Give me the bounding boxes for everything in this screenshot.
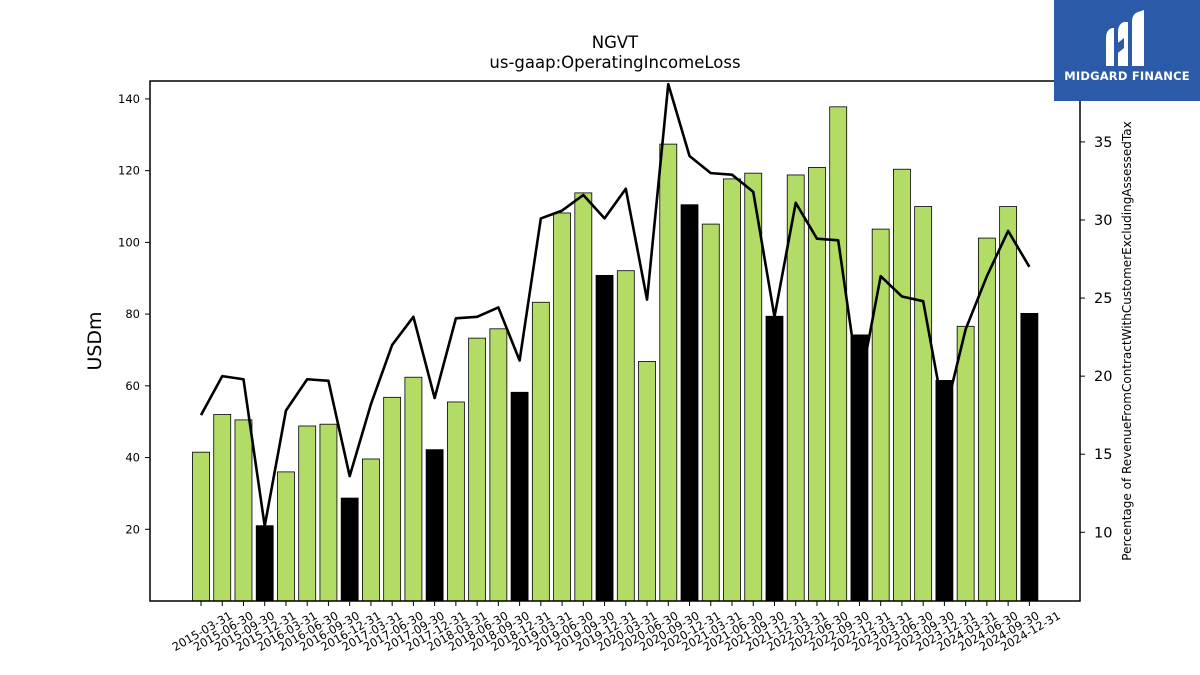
bar-2017-06-30 [383, 396, 402, 602]
y2-tick-label: 20 [1094, 369, 1112, 385]
bar-2023-09-30 [914, 206, 933, 602]
x-axis: 2015-03-312015-06-302015-09-302015-12-31… [170, 601, 1063, 654]
y2-tick-label: 35 [1094, 135, 1112, 151]
y2-tick-label: 25 [1094, 291, 1112, 307]
bar-2017-03-31 [362, 458, 380, 602]
bar-2019-03-31 [531, 301, 550, 602]
bar-2016-09-30 [319, 423, 338, 602]
bar-2019-06-30 [553, 212, 571, 602]
y-axis-right: 10 15 20 25 30 35 [1080, 135, 1112, 541]
bar-2015-03-31 [192, 451, 210, 602]
bar-2018-06-30 [468, 337, 487, 602]
bar-2019-12-31 [595, 274, 614, 602]
y-tick-label: 120 [118, 164, 140, 178]
bars-group [192, 106, 1039, 602]
y-tick-label: 60 [125, 379, 140, 393]
chart-title: NGVT [592, 33, 639, 52]
bar-2020-09-30 [659, 143, 678, 602]
bar-2017-12-31 [425, 449, 444, 602]
bar-2021-06-30 [723, 178, 741, 602]
bar-2022-12-31 [850, 334, 869, 602]
bar-2021-12-31 [765, 315, 784, 602]
bar-2021-03-31 [701, 223, 720, 602]
bar-2016-03-31 [277, 471, 295, 602]
midgard-m-icon [1106, 10, 1144, 66]
bar-2015-12-31 [255, 525, 274, 602]
bar-2022-06-30 [808, 167, 826, 602]
bar-2015-06-30 [213, 414, 232, 602]
bar-2018-03-31 [446, 401, 465, 602]
brand-logo: MIDGARD FINANCE [1054, 0, 1200, 101]
bar-2015-09-30 [234, 419, 253, 602]
y-axis-left: 20 40 60 80 100 120 140 [118, 92, 150, 536]
y2-tick-label: 10 [1094, 525, 1112, 541]
bar-2024-03-31 [956, 325, 975, 602]
plot-frame [149, 80, 1081, 602]
bar-2018-09-30 [489, 328, 508, 602]
brand-name: MIDGARD FINANCE [1064, 69, 1190, 83]
line-series [199, 82, 1031, 528]
bar-2020-12-31 [680, 204, 699, 602]
y2-axis-label: Percentage of RevenueFromContractWithCus… [1120, 121, 1134, 560]
y2-tick-label: 30 [1094, 213, 1112, 229]
bar-2024-12-31 [1020, 312, 1039, 602]
bar-2016-12-31 [340, 497, 359, 602]
bar-2024-09-30 [999, 206, 1018, 602]
bar-2018-12-31 [510, 391, 529, 602]
bar-2020-06-30 [638, 361, 656, 602]
y2-tick-label: 15 [1094, 447, 1112, 463]
bar-2022-09-30 [829, 106, 848, 602]
y-axis-label: USDm [84, 311, 106, 370]
y-tick-label: 40 [125, 451, 140, 465]
bar-2023-03-31 [871, 228, 890, 602]
y-tick-label: 80 [125, 307, 140, 321]
y-tick-label: 140 [118, 92, 140, 106]
y-tick-label: 100 [118, 235, 140, 249]
line-group [199, 82, 1031, 528]
chart-subtitle: us-gaap:OperatingIncomeLoss [489, 53, 740, 72]
bar-2023-06-30 [893, 168, 911, 602]
bar-2016-06-30 [298, 425, 317, 602]
bar-2020-03-31 [616, 270, 635, 602]
bar-2017-09-30 [404, 376, 423, 602]
bar-2019-09-30 [574, 192, 593, 602]
y-tick-label: 20 [125, 522, 140, 536]
bar-2021-09-30 [744, 172, 763, 602]
